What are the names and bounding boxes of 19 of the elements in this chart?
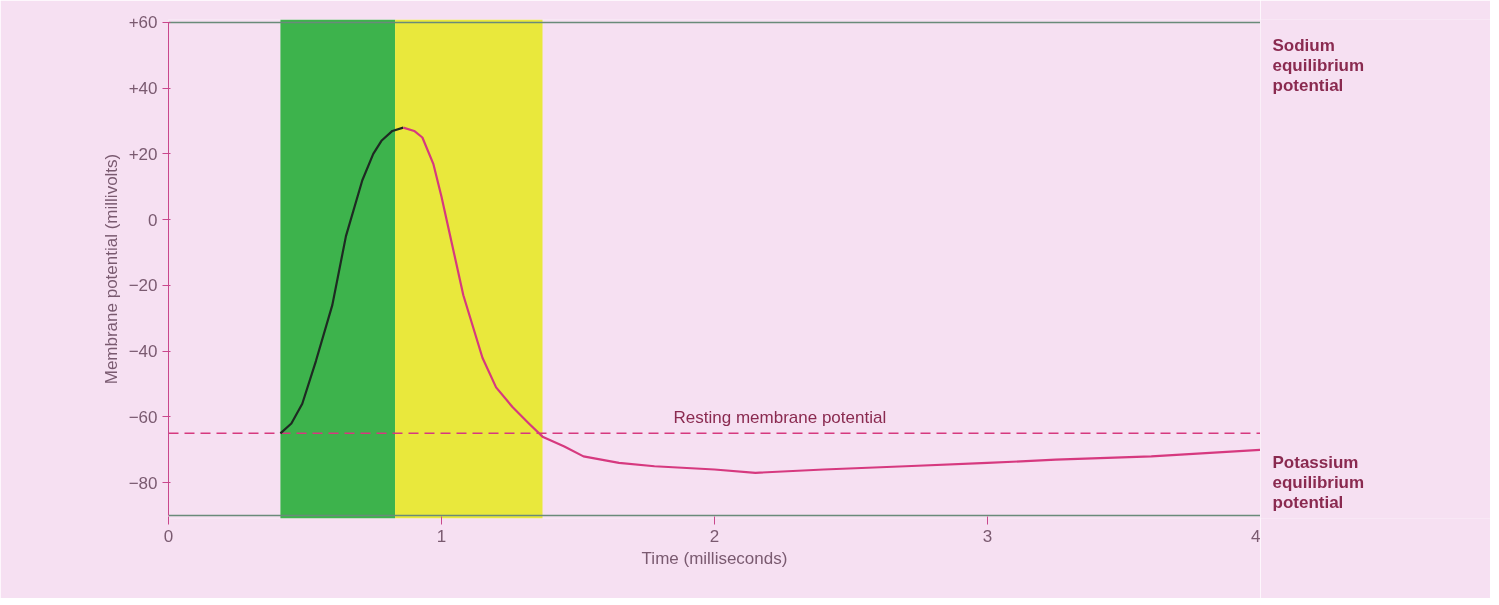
y-axis-title: Membrane potential (millivolts) (101, 153, 121, 385)
line-series (279, 126, 405, 435)
y-tick-label: −80 (128, 473, 158, 493)
ref-line-label: Resting membrane potential (673, 408, 887, 428)
x-tick-label: 4 (1251, 526, 1261, 546)
x-tick-label: 2 (709, 526, 720, 546)
y-tick-label: −20 (128, 276, 158, 296)
y-tick-label: +40 (128, 79, 158, 99)
y-tick-label: +20 (128, 144, 158, 164)
x-tick-label: 3 (982, 526, 993, 546)
ref-line-label: Potassium equilibrium potential (1272, 452, 1365, 512)
y-tick-label: +60 (128, 13, 158, 33)
x-tick-label: 1 (436, 526, 447, 546)
y-tick-label: −40 (128, 342, 158, 362)
ref-line-label: Sodium equilibrium potential (1272, 36, 1365, 96)
x-axis-title: Time (milliseconds) (641, 548, 788, 568)
y-tick-label: 0 (148, 210, 158, 230)
y-tick-label: −60 (128, 407, 158, 427)
x-tick-label: 0 (163, 526, 174, 546)
